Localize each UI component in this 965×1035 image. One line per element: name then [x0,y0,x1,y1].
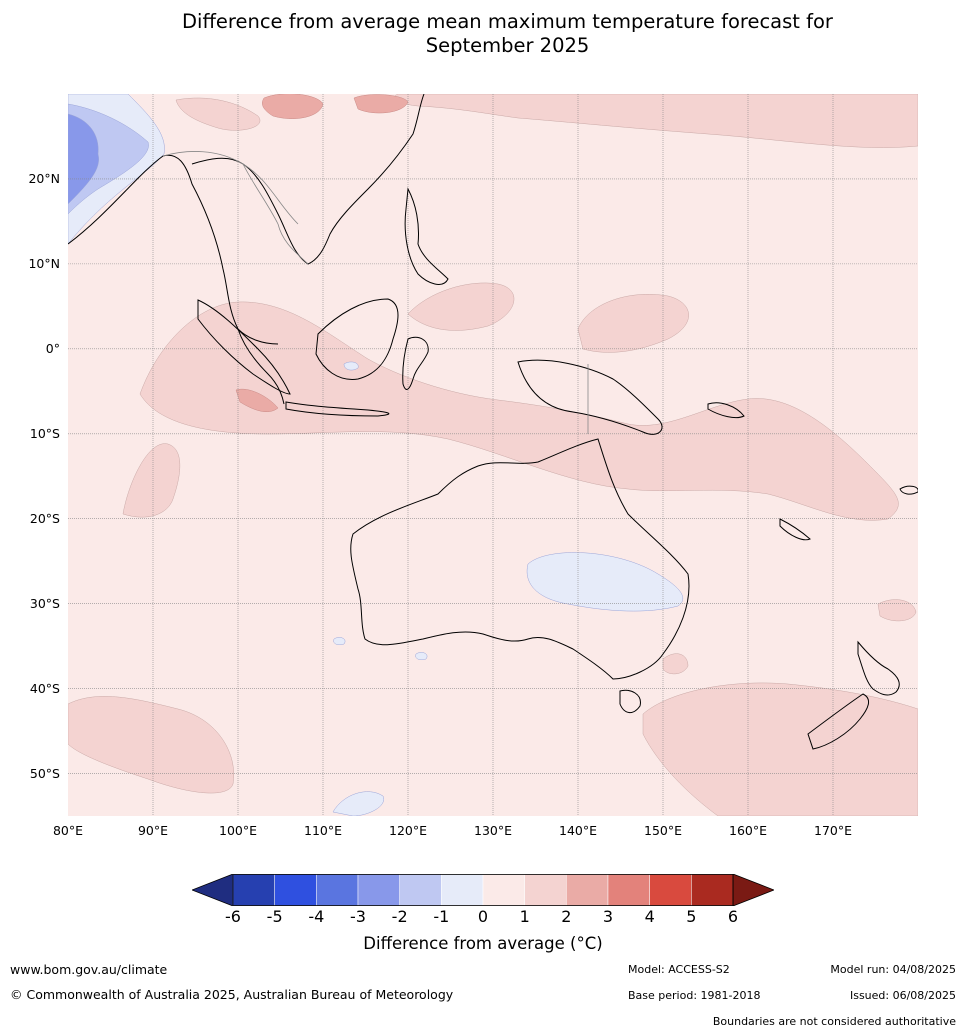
colorbar-tick-label: 5 [686,907,697,926]
anomaly-field-2-3 [235,94,409,412]
colorbar-tick-label: 3 [602,907,614,926]
colorbar-outline [232,874,734,906]
footer-disclaimer: Boundaries are not considered authoritat… [712,1015,956,1028]
title-line-1: Difference from average mean maximum tem… [182,10,833,33]
colorbar-bin [441,874,484,906]
colorbar-bin [357,874,400,906]
colorbar-tick-label: 1 [519,907,530,926]
lon-tick-label: 120°E [388,823,428,838]
lat-tick-label: 30°S [29,595,60,611]
colorbar-tick-label: -1 [433,907,450,926]
lon-tick-label: 170°E [813,823,853,838]
colorbar-label: Difference from average (°C) [363,934,603,953]
anomaly-field-1-2 [68,94,918,816]
colorbar-bin [482,874,525,906]
colorbar-tick-label: 0 [477,907,489,926]
colorbar-bin [316,874,359,906]
colorbar-tick-label: -2 [391,907,408,926]
lat-tick-label: 20°S [29,510,60,526]
colorbar-tick-label: 6 [727,907,739,926]
anomaly-field-negative [68,94,683,816]
lat-tick-label: 40°S [29,680,60,696]
lon-tick-label: 140°E [558,823,598,838]
lat-tick-label: 0° [45,340,60,356]
footer-url[interactable]: www.bom.gov.au/climate [10,962,168,977]
colorbar-tick-label: -6 [225,907,241,926]
colorbar-bin [274,874,317,906]
lon-tick-label: 110°E [303,823,343,838]
colorbar-max-arrow [732,874,774,906]
map-canvas [68,94,918,816]
colorbar-tick-label: -3 [350,907,366,926]
lon-tick-label: 150°E [643,823,683,838]
colorbar-bin [691,874,734,906]
coastlines [68,94,918,750]
colorbar-bin [399,874,442,906]
footer-copyright: © Commonwealth of Australia 2025, Austra… [10,987,454,1002]
colorbar-bin [649,874,692,906]
footer-model: Model: ACCESS-S2 [628,963,730,976]
colorbar-tick-label: -5 [266,907,283,926]
colorbar-tick-label: 2 [561,907,572,926]
footer-issued: Issued: 06/08/2025 [849,989,956,1002]
graticule [68,94,918,816]
lat-tick-label: 50°S [29,765,60,781]
colorbar-bin [232,874,275,906]
lat-tick-label: 10°N [28,255,60,271]
colorbar-bin [566,874,609,906]
lat-tick-label: 10°S [29,425,60,441]
footer-model-run: Model run: 04/08/2025 [830,963,956,976]
country-borders [162,151,589,434]
footer-base-period: Base period: 1981-2018 [628,989,761,1002]
lon-tick-label: 160°E [728,823,768,838]
lat-tick-label: 20°N [28,170,60,186]
colorbar [192,874,774,906]
lon-tick-label: 130°E [473,823,513,838]
title-line-2: September 2025 [425,34,590,57]
chart-title: Difference from average mean maximum tem… [0,10,965,58]
colorbar-min-arrow [192,874,234,906]
lon-tick-label: 100°E [218,823,258,838]
colorbar-tick-label: 4 [644,907,655,926]
forecast-map [68,94,918,816]
lon-tick-label: 80°E [52,823,84,838]
colorbar-bin [607,874,650,906]
colorbar-tick-label: -4 [308,907,325,926]
colorbar-bin [524,874,567,906]
lon-tick-label: 90°E [137,823,169,838]
